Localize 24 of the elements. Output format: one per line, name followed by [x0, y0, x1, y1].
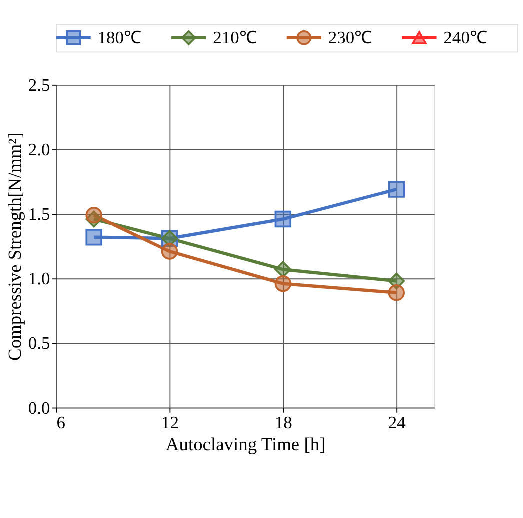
- point: [388, 181, 405, 198]
- x-axis-title: Autoclaving Time [h]: [166, 434, 326, 455]
- y-tick-label: 0.5: [28, 333, 50, 354]
- point: [86, 207, 102, 224]
- legend-label: 180℃: [98, 27, 142, 48]
- legend-label: 240℃: [444, 27, 488, 48]
- y-tick-label: 2.0: [28, 140, 50, 160]
- y-axis-title: Compressive Strength[N/mm²]: [4, 132, 25, 361]
- point: [388, 284, 405, 302]
- point: [161, 243, 178, 260]
- point: [86, 228, 102, 246]
- legend-label: 210℃: [213, 27, 258, 48]
- y-tick-label: 0.0: [28, 398, 50, 418]
- y-tick-label: 1.5: [28, 204, 50, 224]
- x-tick-label: 6: [56, 412, 66, 433]
- point: [274, 261, 292, 278]
- x-tick-label: 18: [274, 412, 293, 433]
- point: [274, 210, 292, 228]
- x-tick-label: 24: [388, 412, 406, 433]
- x-tick-label: 12: [161, 412, 179, 433]
- y-tick-label: 1.0: [28, 268, 50, 289]
- y-tick-label: 2.5: [28, 74, 50, 95]
- legend-label: 230℃: [328, 27, 373, 48]
- point: [274, 275, 292, 292]
